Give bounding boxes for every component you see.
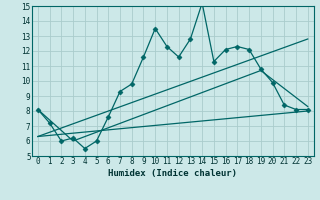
- X-axis label: Humidex (Indice chaleur): Humidex (Indice chaleur): [108, 169, 237, 178]
